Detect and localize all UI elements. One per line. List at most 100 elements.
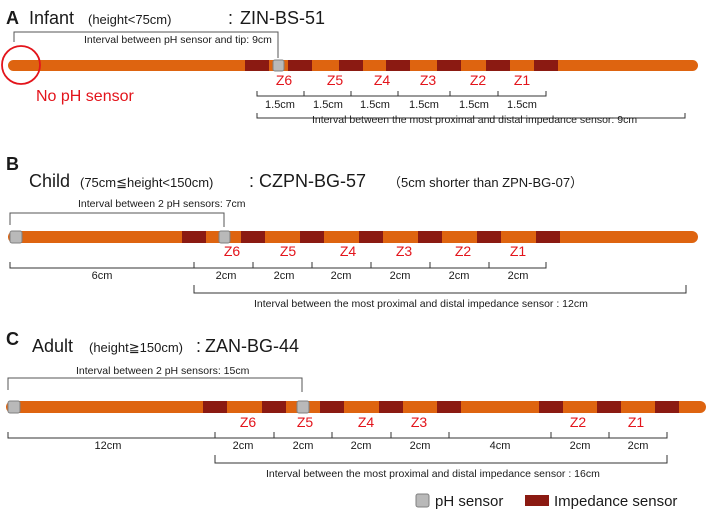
panel-separator: :: [249, 171, 254, 191]
impedance-sensor: [359, 231, 383, 243]
spacing-label: 2cm: [216, 270, 237, 282]
spacing-label: 2cm: [233, 440, 254, 452]
panel-name: Infant: [29, 8, 74, 28]
spacing-bracket: [256, 91, 547, 97]
impedance-sensor: [182, 231, 206, 243]
spacing-bracket: [9, 262, 547, 269]
zone-label: Z2: [570, 414, 587, 430]
zone-label: Z1: [514, 72, 531, 88]
impedance-sensor: [203, 401, 227, 413]
zone-label: Z6: [276, 72, 293, 88]
zone-label: Z3: [420, 72, 437, 88]
spacing-label: 4cm: [490, 440, 511, 452]
panel-note: （5cm shorter than ZPN-BG-07）: [388, 175, 583, 190]
spacing-label: 6cm: [92, 270, 113, 282]
spacing-label: 1.5cm: [459, 99, 489, 111]
impedance-interval-bracket: [214, 455, 668, 464]
ph-interval-bracket: [13, 31, 279, 58]
impedance-sensor: [300, 231, 324, 243]
impedance-interval-bracket: [256, 113, 686, 119]
impedance-interval-label: Interval between the most proximal and d…: [312, 114, 637, 126]
impedance-sensor: [597, 401, 621, 413]
spacing-label: 2cm: [390, 270, 411, 282]
impedance-sensor: [486, 60, 510, 71]
ph-interval-label: Interval between pH sensor and tip: 9cm: [84, 34, 272, 46]
impedance-interval-label: Interval between the most proximal and d…: [266, 468, 600, 480]
panel-model: ZIN-BS-51: [240, 8, 325, 28]
legend-impedance-swatch: [525, 495, 549, 506]
panel-letter: C: [6, 329, 19, 349]
impedance-sensor: [245, 60, 269, 71]
ph-interval-bracket: [7, 377, 303, 392]
zone-label: Z5: [327, 72, 344, 88]
impedance-sensor: [339, 60, 363, 71]
spacing-label: 2cm: [351, 440, 372, 452]
spacing-label: 1.5cm: [360, 99, 390, 111]
spacing-label: 2cm: [449, 270, 470, 282]
legend-ph-label: pH sensor: [435, 493, 503, 510]
zone-label: Z3: [411, 414, 428, 430]
spacing-label: 2cm: [410, 440, 431, 452]
no-ph-sensor-marker: [1, 45, 41, 85]
zone-label: Z4: [358, 414, 375, 430]
spacing-label: 2cm: [331, 270, 352, 282]
panel-name: Adult: [32, 336, 73, 356]
panel-c: C Adult (height≧150cm) : ZAN-BG-44 Inter…: [6, 329, 706, 480]
spacing-label: 12cm: [95, 440, 122, 452]
spacing-label: 1.5cm: [409, 99, 439, 111]
zone-label: Z1: [628, 414, 645, 430]
panel-model: ZAN-BG-44: [205, 336, 299, 356]
zone-label: Z4: [340, 243, 357, 259]
zone-label: Z5: [280, 243, 297, 259]
panel-letter: B: [6, 154, 19, 174]
spacing-label: 1.5cm: [313, 99, 343, 111]
impedance-sensor: [536, 231, 560, 243]
spacing-label: 1.5cm: [507, 99, 537, 111]
ph-sensor: [7, 400, 21, 414]
ph-interval-label: Interval between 2 pH sensors: 7cm: [78, 198, 246, 210]
catheter: [8, 231, 698, 243]
spacing-label: 2cm: [508, 270, 529, 282]
impedance-sensor: [241, 231, 265, 243]
spacing-label: 2cm: [293, 440, 314, 452]
zone-label: Z3: [396, 243, 413, 259]
panel-model: CZPN-BG-57: [259, 171, 366, 191]
impedance-sensor: [477, 231, 501, 243]
impedance-sensor: [320, 401, 344, 413]
ph-sensor: [9, 230, 23, 244]
zone-label: Z2: [470, 72, 487, 88]
no-ph-sensor-label: No pH sensor: [36, 88, 134, 105]
impedance-sensor: [262, 401, 286, 413]
panel-condition: (75cm≦height<150cm): [80, 175, 213, 190]
ph-sensor: [218, 230, 231, 244]
impedance-sensor: [379, 401, 403, 413]
impedance-sensor: [534, 60, 558, 71]
impedance-sensor: [386, 60, 410, 71]
impedance-sensor: [437, 60, 461, 71]
legend: pH sensor Impedance sensor: [415, 493, 677, 510]
impedance-sensor: [437, 401, 461, 413]
ph-interval-label: Interval between 2 pH sensors: 15cm: [76, 365, 250, 377]
impedance-sensor: [418, 231, 442, 243]
panel-a: A Infant (height<75cm) : ZIN-BS-51 Inter…: [1, 8, 698, 126]
panel-condition: (height<75cm): [88, 12, 171, 27]
impedance-sensor: [655, 401, 679, 413]
spacing-label: 2cm: [274, 270, 295, 282]
spacing-label: 2cm: [570, 440, 591, 452]
panel-name: Child: [29, 171, 70, 191]
impedance-interval-bracket: [193, 285, 687, 294]
zone-label: Z4: [374, 72, 391, 88]
ph-sensor: [272, 59, 285, 72]
zone-label: Z5: [297, 414, 314, 430]
spacing-label: 2cm: [628, 440, 649, 452]
zone-label: Z6: [240, 414, 257, 430]
ph-interval-bracket: [9, 212, 225, 227]
panel-letter: A: [6, 8, 19, 28]
impedance-interval-label: Interval between the most proximal and d…: [254, 298, 588, 310]
zone-label: Z6: [224, 243, 241, 259]
impedance-sensor: [288, 60, 312, 71]
legend-ph-swatch: [415, 493, 430, 508]
catheter: [6, 401, 706, 413]
impedance-sensor: [539, 401, 563, 413]
